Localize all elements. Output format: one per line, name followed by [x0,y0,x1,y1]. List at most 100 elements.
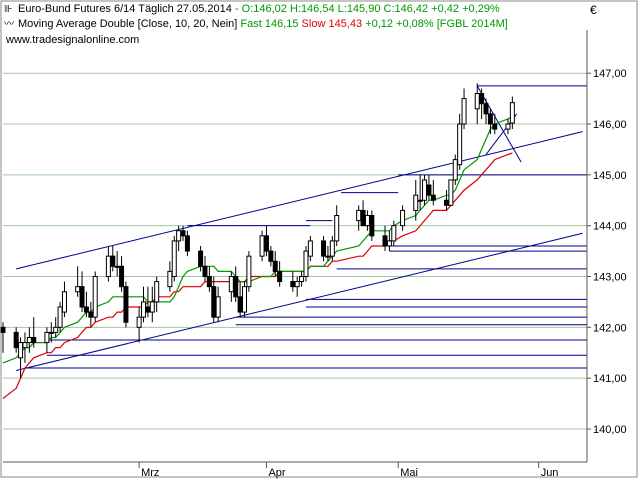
candle-body [114,265,120,268]
candle-body [329,240,335,257]
candle-body [391,225,397,242]
candle-body [479,93,485,105]
y-tick-label: 147,00 [593,68,627,80]
y-tick-label: 146,00 [593,119,627,131]
ohlc-label: - O:146,02 H:146,54 L:145,90 C:146,42 +0… [234,3,500,15]
candle-body [272,260,278,272]
candle-body [452,159,458,181]
candle-body [386,240,392,247]
currency-label: € [590,3,597,17]
candle-body [48,331,54,334]
candle-body [83,306,89,313]
candle-body [448,179,454,206]
moving-average-icon: 〰 [4,19,14,30]
trendline [476,85,522,163]
candle-body [233,275,239,298]
candle-body [321,240,327,257]
candle-body [360,209,366,227]
candle-body [57,306,63,328]
candle-body [0,326,6,333]
ma-change-label: +0,12 +0,08% [FGBL 2014M] [365,18,508,30]
candle-body [18,342,24,359]
x-tick-label: Jun [541,467,559,479]
bar-chart-icon: ⊪ [4,4,13,15]
y-tick-label: 145,00 [593,170,627,182]
candle-body [417,199,423,202]
instrument-title: Euro-Bund Futures 6/14 Täglich [18,3,174,15]
candle-body [268,250,274,262]
candle-body [215,296,221,318]
trendline [16,131,583,270]
candle-body [180,230,186,237]
candle-body [457,123,463,166]
axes [3,30,588,463]
candle-body [198,250,204,267]
candle-body [119,265,125,288]
grid-lines [3,72,587,430]
source-url[interactable]: www.tradesignalonline.com [6,34,140,46]
y-tick-label: 143,00 [593,271,627,283]
horizontal-levels [24,85,587,369]
candle-body [246,255,252,288]
slow-ma-label: Slow 145,43 [301,18,363,30]
candle-body [53,326,59,333]
candle-body [422,179,428,201]
candle-body [206,275,212,288]
candle-body [259,235,265,257]
candle-body [141,301,147,318]
candle-body [13,331,19,349]
y-tick-labels: 147,00 146,00 145,00 144,00 143,00 142,00 141,… [587,68,627,436]
trendline [16,232,583,372]
candle-body [263,235,269,252]
candle-body [413,194,419,211]
candle-body [430,194,436,201]
candle-body [509,102,515,124]
candle-body [149,301,155,313]
candle-body [299,275,305,283]
candle-body [483,103,489,115]
candle-body [325,255,331,258]
candle-body [61,291,67,313]
candle-body [369,215,375,237]
candle-body [79,286,85,308]
candle-body [184,235,190,252]
candle-body [461,98,467,125]
candle-body [105,255,111,277]
candle-body [75,286,81,293]
candle-body [237,296,243,313]
candle-body [277,270,283,283]
date-label: 27.05.2014 [176,3,232,15]
candle-body [171,240,177,277]
candle-body [31,336,37,344]
candle-body [364,215,370,227]
candle-body [211,286,217,318]
y-tick-label: 142,00 [593,322,627,334]
candle-body [474,93,480,110]
candle-body [492,123,498,130]
candle-body [334,215,340,242]
candle-body [123,286,129,323]
candles [0,83,515,379]
candle-body [307,240,313,257]
candle-body [145,306,151,313]
candle-body [505,123,511,130]
candle-body [26,336,32,344]
x-tick-label: Mrz [141,467,159,479]
candle-body [382,235,388,247]
candle-body [242,286,248,313]
fast-ma-label: Fast 146,15 [240,18,299,30]
candle-body [22,342,28,349]
candle-body [487,113,493,125]
candle-body [92,275,98,318]
y-tick-label: 141,00 [593,373,627,385]
x-tick-labels: Mrz Apr Mai Jun [138,462,559,479]
y-tick-label: 140,00 [593,424,627,436]
x-tick-label: Mai [400,467,418,479]
candle-body [167,270,173,288]
candle-body [443,199,449,206]
x-tick-label: Apr [268,467,285,479]
candle-body [400,209,406,227]
candle-body [202,265,208,277]
candle-body [110,255,116,267]
